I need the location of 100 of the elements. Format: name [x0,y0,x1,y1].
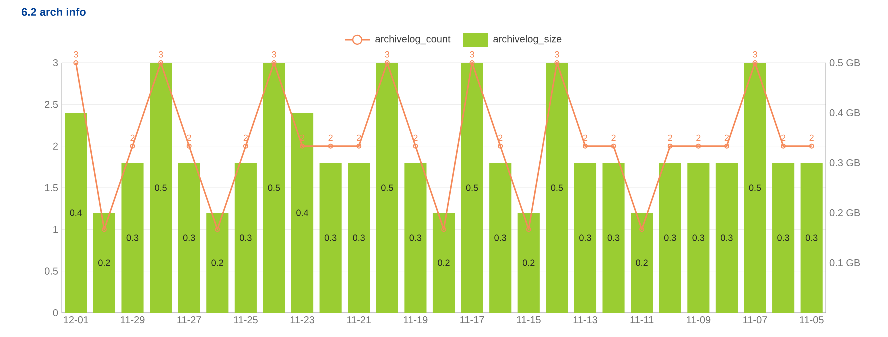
data-label: 2 [724,134,730,142]
bar [574,162,597,313]
bar [376,62,398,313]
bar [206,212,229,313]
y-tick-label: 0 [53,309,58,317]
bar [404,162,427,313]
point [611,144,616,149]
bar [800,162,823,313]
y2-tick-label: 0.2 GB [830,209,860,217]
x-tick-label: 11-21 [347,316,372,324]
data-label: 2 [810,134,814,142]
data-label: 0.2 [438,260,450,266]
point [442,227,447,232]
data-label: 0.5 [382,184,394,192]
x-tick-label: 11-11 [630,316,654,324]
bar [432,212,456,313]
bar [772,162,795,313]
data-label: 0.3 [494,234,506,242]
legend-label: archivelog_size [494,35,562,45]
y-tick-label: 1 [54,226,58,234]
y-tick-label: 3 [53,59,58,67]
data-label: 0.5 [268,184,280,192]
data-label: 0.2 [212,260,224,266]
data-label: 0.3 [126,234,139,242]
point [186,144,192,149]
bar [602,162,625,313]
data-label: 0.3 [183,234,196,242]
x-tick-label: 11-09 [687,316,711,324]
bar [65,112,88,313]
data-label: 0.3 [580,234,592,242]
x-tick-label: 11-27 [178,316,202,324]
data-label: 3 [753,51,758,58]
bar [716,162,738,313]
point [668,144,673,149]
bar [546,62,568,313]
point [384,60,390,66]
point [102,227,107,232]
point [413,144,418,149]
bar [744,62,766,313]
bar [688,162,710,313]
data-label: 0.3 [608,234,620,242]
point [158,60,164,66]
data-label: 0.3 [778,234,790,242]
data-label: 2 [668,134,672,142]
bar [659,162,682,313]
x-tick-label: 11-23 [290,316,315,324]
legend-label: archivelog_count [376,35,451,45]
bar [234,162,257,313]
chart-title: 6.2 arch info [22,8,86,16]
point [243,144,248,149]
data-label: 0.2 [522,260,535,266]
x-tick-label: 11-29 [121,316,145,324]
point [328,144,334,149]
bar [150,62,172,313]
point [752,60,758,66]
data-label: 0.4 [70,210,82,216]
point [724,144,730,149]
bar [320,162,342,313]
x-tick-label: 11-17 [460,316,484,324]
point [640,227,645,232]
data-label: 0.5 [155,184,167,192]
x-tick-label: 11-07 [744,316,768,324]
x-tick-label: 11-13 [574,316,598,324]
data-label: 3 [555,51,560,58]
point [696,144,702,149]
bar [93,212,116,313]
point [554,60,560,66]
x-tick-label: 11-25 [234,316,258,324]
data-label: 3 [158,51,164,58]
y-tick-label: 1.5 [45,184,58,192]
bar [631,212,654,313]
y-tick-label: 2 [53,142,58,150]
x-tick-label: 11-05 [800,316,824,324]
data-label: 3 [470,51,474,58]
point [582,144,588,149]
bar [490,162,512,313]
data-label: 0.3 [353,234,365,242]
point [300,144,306,149]
data-label: 0.5 [551,184,564,192]
y-tick-label: 0.5 [44,268,58,275]
point [498,144,504,149]
bar [263,62,286,313]
data-label: 2 [244,134,248,142]
data-label: 0.5 [466,184,478,192]
x-tick-label: 11-15 [517,316,541,324]
y-tick-label: 2.5 [45,101,58,108]
point [130,144,136,149]
bar [178,162,200,313]
point [215,227,220,232]
bar [518,212,540,313]
bar [348,162,370,313]
data-label: 2 [696,134,701,142]
data-label: 3 [74,51,78,58]
point [356,144,362,149]
data-label: 2 [328,134,333,142]
data-label: 2 [357,134,362,142]
y2-tick-label: 0.4 GB [830,109,860,117]
point [781,144,786,149]
y2-tick-label: 0.3 GB [830,159,860,167]
data-label: 0.3 [324,234,337,242]
